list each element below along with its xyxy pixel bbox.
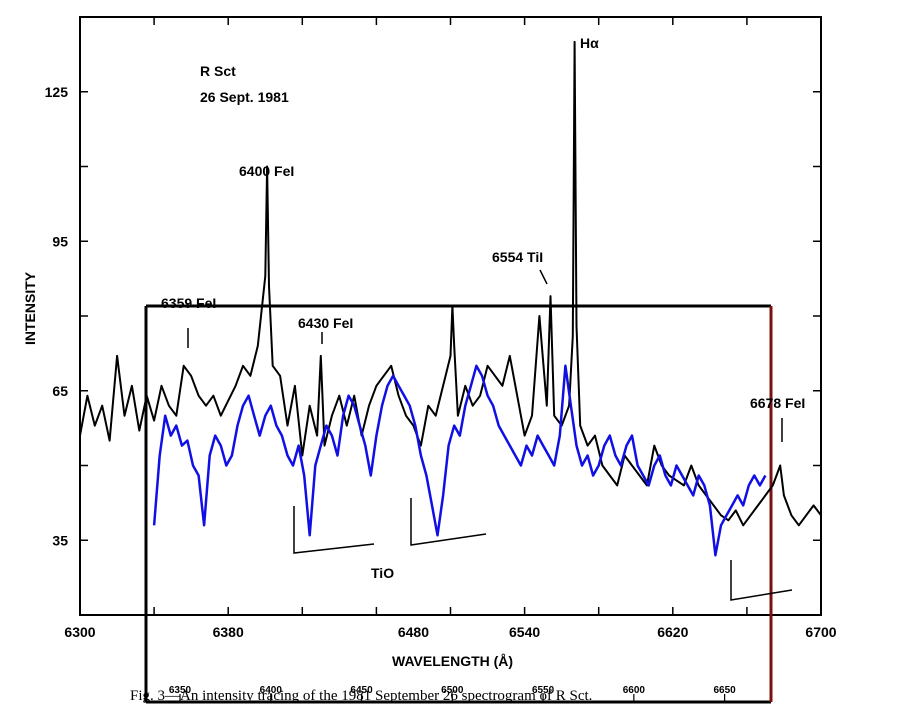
overlay-x-tick-label: 6500 [441, 685, 464, 696]
x-tick-label: 6620 [657, 624, 688, 640]
x-tick-label: 6540 [509, 624, 540, 640]
overlay-x-tick-label: 6350 [169, 685, 192, 696]
y-axis-ticks: 35 65 95 125 [45, 16, 821, 616]
x-tick-label: 6700 [805, 624, 836, 640]
chart-title-line-2: 26 Sept. 1981 [200, 89, 289, 105]
series-layer [79, 40, 822, 557]
overlay-x-ticks: 6350 6400 6450 6500 6550 6600 6650 [169, 685, 736, 702]
x-axis-label: WAVELENGTH (Å) [392, 653, 513, 669]
chart-title-line-1: R Sct [200, 63, 236, 79]
annotation-6554-tii: 6554 TiI [492, 249, 543, 265]
annotation-6430-fei: 6430 FeI [298, 315, 353, 331]
tio-band-markers [293, 498, 793, 601]
series-line-0 [79, 40, 822, 527]
y-tick-label: 35 [52, 532, 68, 548]
x-tick-label: 6380 [213, 624, 244, 640]
annotation-h-alpha: Hα [580, 35, 599, 51]
y-tick-label: 125 [45, 84, 69, 100]
overlay-x-tick-label: 6400 [260, 685, 283, 696]
y-axis-label: INTENSITY [22, 271, 38, 345]
overlay-frame [144, 304, 773, 704]
annotation-lines [187, 269, 783, 442]
overlay-x-tick-label: 6450 [350, 685, 373, 696]
annotation-6400-fei: 6400 FeI [239, 163, 294, 179]
overlay-x-tick-label: 6550 [532, 685, 555, 696]
figure-caption: Fig. 3—An intensity tracing of the 1981 … [130, 688, 593, 704]
overlay-x-tick-label: 6650 [713, 685, 736, 696]
annotation-6359-fei: 6359 FeI [161, 295, 216, 311]
overlay-x-tick-label: 6600 [623, 685, 646, 696]
y-tick-label: 95 [52, 233, 68, 249]
annotation-tio: TiO [371, 565, 394, 581]
series-line-1 [152, 364, 767, 557]
x-tick-label: 6300 [64, 624, 95, 640]
x-tick-label: 6480 [398, 624, 429, 640]
y-tick-label: 65 [52, 383, 68, 399]
plot-frame [79, 16, 822, 616]
x-axis-ticks: 6300 6380 6480 6540 6620 6700 [64, 17, 837, 640]
annotation-6678-fei: 6678 FeI [750, 395, 805, 411]
